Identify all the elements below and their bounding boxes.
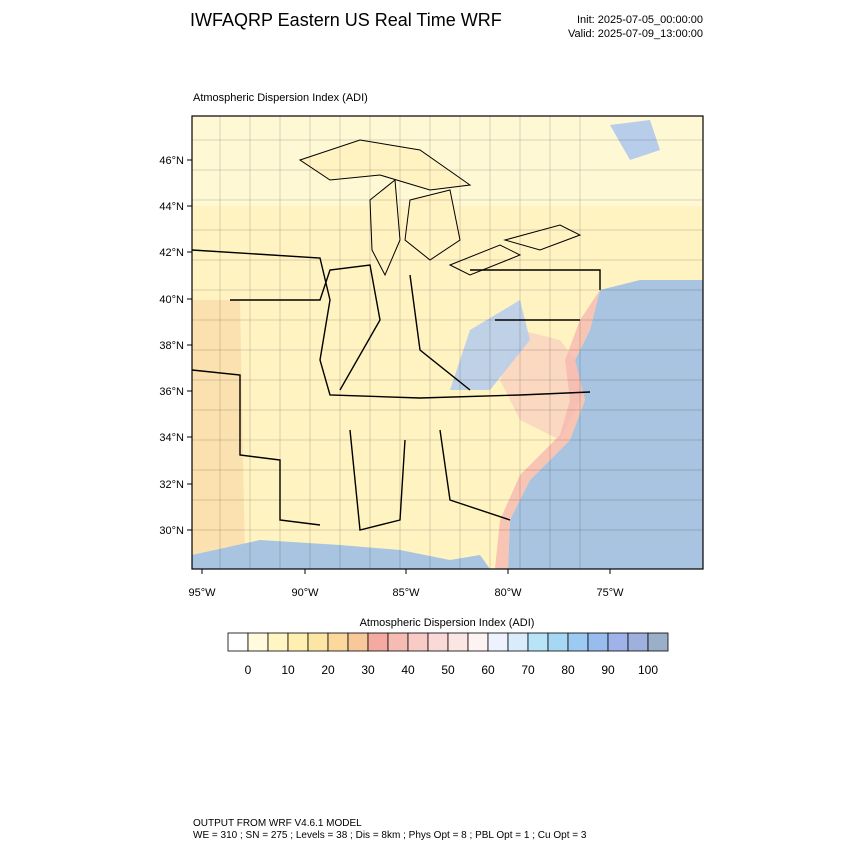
lon-label: 85°W [392, 587, 420, 599]
colorbar-box [467, 632, 489, 652]
init-time: Init: 2025-07-05_00:00:00 [577, 14, 703, 26]
colorbar-tick-label: 20 [321, 663, 335, 677]
colorbar-tick-label: 100 [638, 663, 658, 677]
colorbar-box [507, 632, 529, 652]
lat-label: 40°N [159, 294, 184, 306]
lon-label: 95°W [188, 587, 216, 599]
colorbar-box [387, 632, 409, 652]
footer-line: OUTPUT FROM WRF V4.6.1 MODEL [193, 818, 362, 829]
colorbar-box [567, 632, 589, 652]
colorbar: 0 10 20 30 40 50 60 70 80 90 100 [227, 632, 669, 677]
map [187, 115, 704, 574]
colorbar-tick-label: 40 [401, 663, 415, 677]
map-subtitle: Atmospheric Dispersion Index (ADI) [193, 92, 368, 104]
colorbar-box [587, 632, 609, 652]
colorbar-tick-label: 80 [561, 663, 575, 677]
valid-time: Valid: 2025-07-09_13:00:00 [568, 28, 703, 40]
title: IWFAQRP Eastern US Real Time WRF [190, 10, 502, 30]
colorbar-box [627, 632, 649, 652]
colorbar-box [487, 632, 509, 652]
colorbar-box [307, 632, 329, 652]
colorbar-box [227, 632, 249, 652]
colorbar-box [527, 632, 549, 652]
colorbar-box [287, 632, 309, 652]
colorbar-tick-label: 50 [441, 663, 455, 677]
colorbar-box [647, 632, 669, 652]
lon-label: 75°W [596, 587, 624, 599]
colorbar-title: Atmospheric Dispersion Index (ADI) [360, 617, 535, 629]
colorbar-box [547, 632, 569, 652]
lat-labels: 46°N 44°N 42°N 40°N 38°N 36°N 34°N 32°N … [159, 155, 184, 537]
lat-label: 30°N [159, 525, 184, 537]
colorbar-tick-label: 70 [521, 663, 535, 677]
colorbar-tick-label: 30 [361, 663, 375, 677]
colorbar-box [327, 632, 349, 652]
lon-labels: 95°W 90°W 85°W 80°W 75°W [188, 587, 624, 599]
colorbar-tick-label: 10 [281, 663, 295, 677]
colorbar-tick-label: 90 [601, 663, 615, 677]
colorbar-box [247, 632, 269, 652]
lat-label: 42°N [159, 247, 184, 259]
lon-label: 80°W [494, 587, 522, 599]
lat-label: 46°N [159, 155, 184, 167]
colorbar-tick-label: 60 [481, 663, 495, 677]
colorbar-box [447, 632, 469, 652]
lat-label: 34°N [159, 432, 184, 444]
colorbar-box [367, 632, 389, 652]
lat-label: 38°N [159, 340, 184, 352]
colorbar-box [267, 632, 289, 652]
colorbar-box [427, 632, 449, 652]
lon-label: 90°W [291, 587, 319, 599]
footer-line: WE = 310 ; SN = 275 ; Levels = 38 ; Dis … [193, 830, 587, 841]
colorbar-tick-label: 0 [245, 663, 252, 677]
colorbar-box [347, 632, 369, 652]
lat-label: 44°N [159, 201, 184, 213]
colorbar-box [607, 632, 629, 652]
colorbar-box [407, 632, 429, 652]
lat-label: 36°N [159, 386, 184, 398]
lat-label: 32°N [159, 479, 184, 491]
